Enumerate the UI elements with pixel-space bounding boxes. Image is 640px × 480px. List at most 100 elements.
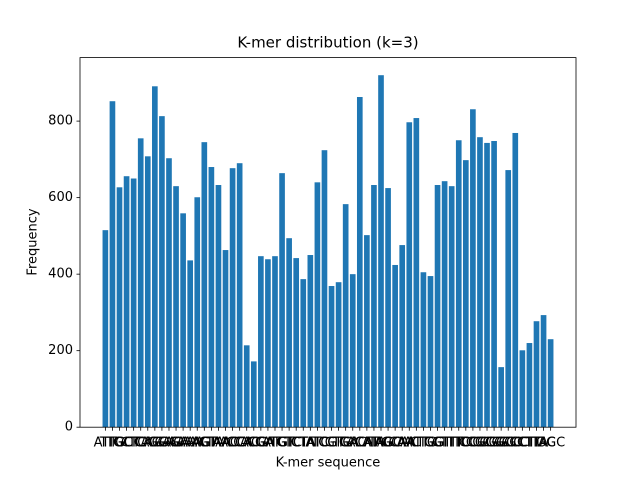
bar bbox=[229, 168, 236, 428]
x-tick-label: GTG bbox=[325, 436, 353, 451]
bar bbox=[392, 264, 398, 428]
bar bbox=[342, 204, 349, 428]
bar bbox=[526, 343, 533, 428]
bar bbox=[441, 181, 448, 428]
x-tick-label: AGA bbox=[162, 436, 190, 451]
x-tick-label: TCG bbox=[310, 436, 337, 451]
bar bbox=[349, 274, 356, 428]
x-tick-label: TGC bbox=[105, 436, 133, 451]
x-tick-label: TTT bbox=[439, 436, 463, 451]
x-tick-label: AAG bbox=[183, 436, 211, 451]
x-tick-label: TAT bbox=[298, 436, 322, 451]
bar bbox=[321, 150, 328, 428]
x-tick-label: GAT bbox=[255, 436, 281, 451]
x-tick-label: GTT bbox=[432, 436, 457, 451]
bar bbox=[102, 230, 109, 428]
x-tick-label: AAC bbox=[212, 436, 239, 451]
bar bbox=[385, 188, 391, 428]
x-tick-label: GGC bbox=[536, 436, 565, 451]
bar bbox=[462, 160, 469, 428]
x-tick-label: TTC bbox=[446, 436, 471, 451]
x-tick-label: CAC bbox=[233, 436, 260, 451]
bar bbox=[413, 118, 420, 428]
bar bbox=[243, 345, 250, 428]
x-tick-label: GAC bbox=[339, 436, 367, 451]
y-tick-label: 600 bbox=[48, 190, 73, 205]
bar bbox=[265, 259, 271, 428]
x-tick-label: CAG bbox=[134, 436, 162, 451]
x-tick-label: TAG bbox=[367, 436, 394, 451]
bar bbox=[328, 286, 335, 428]
bar bbox=[215, 185, 222, 428]
bar bbox=[123, 176, 130, 428]
bar bbox=[201, 142, 208, 428]
bar bbox=[427, 276, 434, 428]
x-tick-label: AGC bbox=[374, 436, 402, 451]
x-tick-label: ATC bbox=[305, 436, 329, 451]
bar bbox=[420, 272, 427, 428]
x-tick-label: CAT bbox=[354, 436, 379, 451]
bar bbox=[279, 173, 285, 428]
bar bbox=[484, 142, 490, 428]
x-axis-label: K-mer sequence bbox=[276, 456, 381, 471]
bar bbox=[130, 178, 137, 428]
x-tick-label: CTT bbox=[517, 436, 542, 451]
x-tick-label: CTA bbox=[291, 436, 316, 451]
y-tick-label: 0 bbox=[65, 420, 73, 435]
x-tick-label: GCA bbox=[381, 436, 409, 451]
bar bbox=[406, 122, 413, 428]
x-tick-label: TCA bbox=[127, 436, 153, 451]
bar bbox=[166, 158, 172, 428]
bar bbox=[258, 256, 264, 428]
x-tick-label: TTA bbox=[524, 436, 549, 451]
bar bbox=[547, 339, 554, 428]
x-tick-label: GAA bbox=[169, 436, 197, 451]
x-tick-label: TAC bbox=[530, 436, 556, 451]
x-tick-label: ATA bbox=[362, 436, 386, 451]
y-tick-label: 400 bbox=[48, 267, 73, 282]
x-tick-label: GCG bbox=[472, 436, 501, 451]
x-tick-label: CTG bbox=[410, 436, 437, 451]
x-tick-label: ATG bbox=[262, 436, 288, 451]
x-tick-label: AGT bbox=[191, 436, 217, 451]
x-tick-label: TCC bbox=[452, 436, 478, 451]
chart-title: K-mer distribution (k=3) bbox=[237, 34, 418, 52]
x-tick-label: TGT bbox=[268, 436, 295, 451]
x-tick-label: TCT bbox=[283, 436, 308, 451]
x-tick-label: CGC bbox=[466, 436, 494, 451]
x-tick-label: CGA bbox=[247, 436, 275, 451]
bar bbox=[314, 182, 321, 428]
bar bbox=[144, 156, 151, 428]
bar bbox=[540, 315, 547, 428]
bar bbox=[356, 97, 363, 428]
bar bbox=[455, 140, 462, 428]
x-tick-label: CGG bbox=[479, 436, 508, 451]
x-tick-label: GCT bbox=[113, 436, 140, 451]
y-axis-label: Frequency bbox=[26, 208, 41, 275]
x-tick-label: GGG bbox=[486, 436, 516, 451]
bar bbox=[434, 185, 441, 428]
x-tick-label: CTC bbox=[121, 436, 146, 451]
x-tick-label: AAA bbox=[176, 436, 204, 451]
x-tick-label: ACA bbox=[346, 436, 373, 451]
bar bbox=[491, 141, 497, 428]
x-tick-label: ACC bbox=[219, 436, 246, 451]
x-tick-label: AGG bbox=[140, 436, 169, 451]
bar bbox=[477, 137, 483, 428]
bar bbox=[371, 185, 377, 428]
x-tick-label: TGA bbox=[331, 436, 359, 451]
bar bbox=[109, 101, 116, 428]
x-tick-label: CCA bbox=[226, 436, 253, 451]
bar bbox=[159, 116, 165, 428]
bar bbox=[533, 321, 540, 428]
bar bbox=[272, 256, 278, 428]
x-tick-label: ACG bbox=[240, 436, 268, 451]
bar bbox=[335, 282, 342, 428]
x-tick-label: GGA bbox=[147, 436, 176, 451]
bar bbox=[512, 132, 519, 428]
x-tick-label: CCG bbox=[459, 436, 487, 451]
bar bbox=[208, 167, 215, 428]
bar bbox=[505, 170, 512, 428]
bar bbox=[222, 250, 229, 428]
